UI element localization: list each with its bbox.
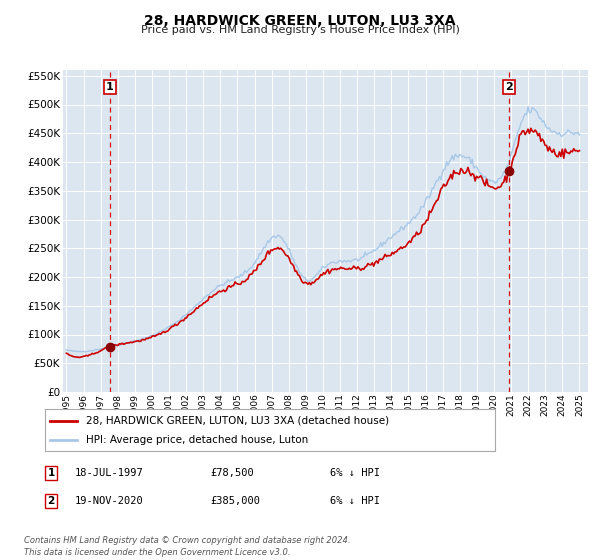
Text: 2: 2: [505, 82, 513, 92]
Text: 6% ↓ HPI: 6% ↓ HPI: [330, 468, 380, 478]
Text: Contains HM Land Registry data © Crown copyright and database right 2024.
This d: Contains HM Land Registry data © Crown c…: [24, 536, 350, 557]
Text: Price paid vs. HM Land Registry's House Price Index (HPI): Price paid vs. HM Land Registry's House …: [140, 25, 460, 35]
Text: 19-NOV-2020: 19-NOV-2020: [75, 496, 144, 506]
Text: 1: 1: [47, 468, 55, 478]
Text: 1: 1: [106, 82, 114, 92]
Text: 28, HARDWICK GREEN, LUTON, LU3 3XA: 28, HARDWICK GREEN, LUTON, LU3 3XA: [144, 14, 456, 28]
Text: 18-JUL-1997: 18-JUL-1997: [75, 468, 144, 478]
Text: 2: 2: [47, 496, 55, 506]
Text: £78,500: £78,500: [210, 468, 254, 478]
Text: HPI: Average price, detached house, Luton: HPI: Average price, detached house, Luto…: [86, 435, 308, 445]
Text: £385,000: £385,000: [210, 496, 260, 506]
Text: 28, HARDWICK GREEN, LUTON, LU3 3XA (detached house): 28, HARDWICK GREEN, LUTON, LU3 3XA (deta…: [86, 416, 389, 426]
Text: 6% ↓ HPI: 6% ↓ HPI: [330, 496, 380, 506]
